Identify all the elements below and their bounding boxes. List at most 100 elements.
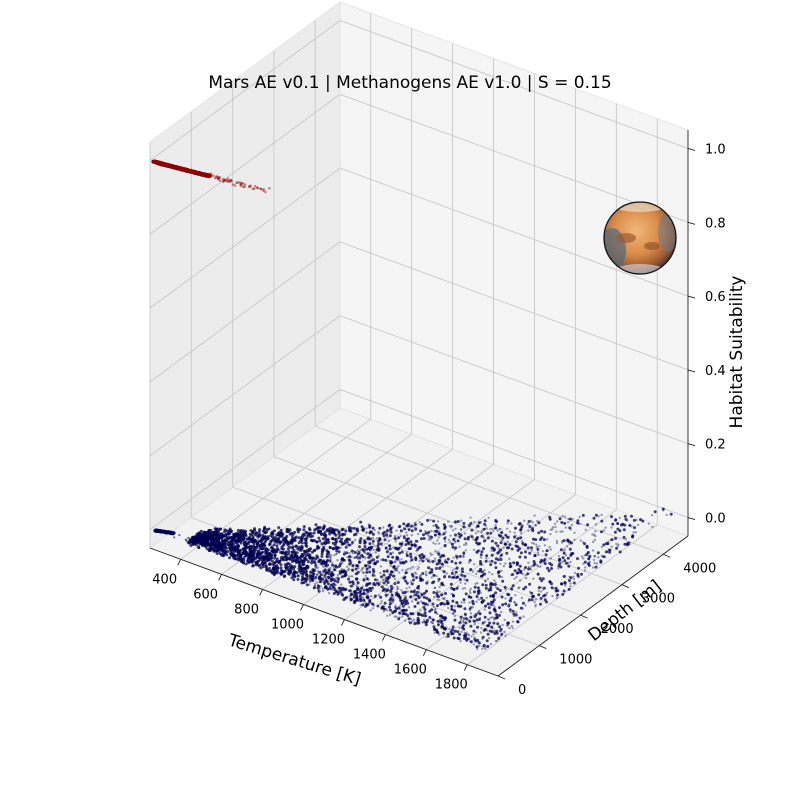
non-habitable-point	[613, 530, 617, 534]
non-habitable-point	[471, 601, 474, 604]
non-habitable-point	[497, 573, 500, 576]
non-habitable-point	[418, 521, 421, 524]
non-habitable-point	[548, 580, 552, 584]
non-habitable-point	[469, 605, 473, 609]
non-habitable-point	[438, 566, 442, 569]
non-habitable-point	[168, 530, 172, 534]
grid-line	[339, 315, 689, 445]
non-habitable-point	[409, 560, 412, 563]
chart-title: Mars AE v0.1 | Methanogens AE v1.0 | S =…	[208, 73, 611, 93]
non-habitable-point	[482, 547, 485, 551]
non-habitable-point	[440, 619, 443, 623]
non-habitable-point	[509, 596, 513, 600]
non-habitable-point	[236, 528, 240, 532]
non-habitable-point	[484, 556, 488, 560]
non-habitable-point	[602, 529, 606, 532]
non-habitable-point	[363, 545, 367, 548]
non-habitable-point	[359, 587, 363, 590]
non-habitable-point	[398, 596, 402, 600]
non-habitable-point	[348, 538, 351, 541]
non-habitable-point	[385, 533, 389, 537]
non-habitable-point	[277, 526, 281, 530]
non-habitable-point	[220, 553, 224, 557]
non-habitable-point	[427, 566, 431, 570]
non-habitable-point	[515, 611, 518, 614]
habitable-point	[241, 185, 245, 188]
non-habitable-point	[410, 558, 414, 562]
non-habitable-point	[347, 562, 350, 565]
non-habitable-point	[305, 573, 309, 577]
non-habitable-point	[518, 522, 522, 525]
non-habitable-point	[484, 559, 488, 563]
non-habitable-point	[497, 574, 501, 578]
non-habitable-point	[443, 537, 447, 540]
non-habitable-point	[386, 535, 389, 539]
non-habitable-point	[435, 591, 439, 595]
non-habitable-point	[444, 592, 447, 595]
non-habitable-point	[373, 544, 376, 548]
non-habitable-point	[325, 554, 328, 558]
non-habitable-point	[521, 572, 524, 576]
non-habitable-point	[396, 587, 400, 590]
non-habitable-point	[302, 525, 306, 529]
non-habitable-point	[282, 558, 286, 562]
non-habitable-point	[365, 531, 368, 534]
habitable-point	[259, 187, 262, 191]
non-habitable-point	[385, 583, 388, 587]
non-habitable-point	[282, 547, 285, 551]
grid-line	[426, 509, 617, 651]
non-habitable-point	[516, 562, 520, 565]
non-habitable-point	[524, 585, 528, 589]
non-habitable-point	[415, 590, 419, 594]
non-habitable-point	[459, 640, 462, 643]
non-habitable-point	[554, 589, 558, 593]
non-habitable-point	[433, 557, 437, 560]
grid-line	[149, 389, 341, 530]
non-habitable-point	[479, 560, 482, 563]
non-habitable-point	[410, 600, 414, 603]
non-habitable-point	[331, 586, 335, 589]
non-habitable-point	[422, 601, 425, 605]
non-habitable-point	[519, 536, 523, 540]
non-habitable-point	[398, 525, 401, 528]
non-habitable-point	[529, 568, 533, 571]
non-habitable-point	[304, 544, 308, 548]
non-habitable-point	[232, 535, 236, 539]
non-habitable-point	[367, 556, 371, 559]
non-habitable-point	[331, 528, 335, 532]
non-habitable-point	[444, 558, 447, 561]
non-habitable-point	[235, 533, 239, 537]
non-habitable-point	[476, 570, 479, 573]
non-habitable-point	[469, 568, 473, 571]
non-habitable-point	[253, 528, 257, 532]
non-habitable-point	[345, 538, 349, 542]
non-habitable-point	[434, 607, 437, 611]
non-habitable-point	[409, 567, 412, 570]
non-habitable-point	[489, 583, 493, 587]
non-habitable-point	[508, 608, 512, 612]
non-habitable-point	[412, 525, 416, 528]
non-habitable-point	[423, 591, 426, 595]
non-habitable-point	[423, 603, 427, 606]
non-habitable-point	[426, 580, 429, 583]
non-habitable-point	[386, 528, 389, 531]
non-habitable-point	[224, 534, 228, 538]
non-habitable-point	[213, 527, 217, 531]
non-habitable-point	[451, 599, 455, 603]
non-habitable-point	[308, 553, 312, 557]
non-habitable-point	[440, 563, 443, 566]
non-habitable-point	[438, 530, 441, 533]
non-habitable-point	[475, 537, 479, 541]
non-habitable-point	[563, 515, 567, 518]
non-habitable-point	[331, 541, 335, 545]
non-habitable-point	[297, 536, 301, 540]
non-habitable-point	[249, 546, 252, 550]
non-habitable-point	[452, 594, 455, 598]
habitable-point	[208, 175, 212, 179]
non-habitable-point	[288, 532, 292, 536]
non-habitable-point	[473, 585, 477, 589]
non-habitable-point	[537, 521, 541, 525]
non-habitable-point	[341, 571, 344, 574]
non-habitable-point	[510, 587, 514, 591]
non-habitable-point	[243, 545, 247, 548]
